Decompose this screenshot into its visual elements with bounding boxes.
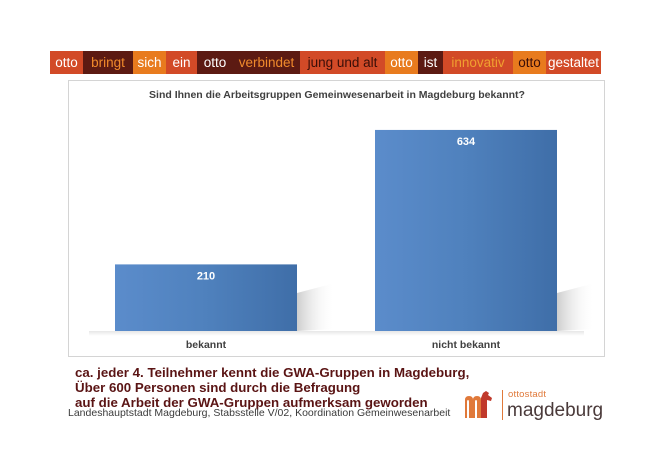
data-label: 634 [457, 136, 476, 148]
chart-floor [89, 331, 584, 336]
slogan-word: jung und alt [300, 51, 385, 74]
footer-credit: Landeshauptstadt Magdeburg, Stabsstelle … [68, 407, 451, 419]
summary-line-3: auf die Arbeit der GWA-Gruppen aufmerksa… [75, 395, 428, 411]
logo-subtitle: ottostadt [508, 389, 547, 400]
logo-wordmark: magdeburg [507, 400, 604, 421]
slogan-word: ist [418, 51, 443, 74]
data-label: 210 [197, 270, 215, 282]
slogan-word: innovativ [443, 51, 513, 74]
category-label: nicht bekannt [432, 339, 501, 351]
slogan-word: otto [50, 51, 83, 74]
slogan-word: otto [197, 51, 233, 74]
slogan-word: otto [513, 51, 546, 74]
chart-title: Sind Ihnen die Arbeitsgruppen Gemeinwese… [149, 89, 525, 101]
summary-line-1: ca. jeder 4. Teilnehmer kennt die GWA-Gr… [75, 365, 470, 380]
category-label: bekannt [186, 339, 227, 351]
bar-chart: Sind Ihnen die Arbeitsgruppen Gemeinwese… [89, 89, 595, 351]
ottostadt-logo: ottostadt magdeburg [462, 388, 604, 424]
slogan-word: bringt [83, 51, 133, 74]
bar-bekannt [115, 264, 297, 331]
slogan-word: ein [166, 51, 197, 74]
summary-line-2: Über 600 Personen sind durch die Befragu… [75, 380, 361, 396]
bar-nicht-bekannt [375, 129, 557, 331]
slogan-word: sich [133, 51, 166, 74]
chart-panel: Sind Ihnen die Arbeitsgruppen Gemeinwese… [68, 80, 605, 357]
slogan-word: verbindet [233, 51, 300, 74]
slogan-word: gestaltet [546, 51, 601, 74]
logo-divider [502, 390, 503, 420]
bar-shadow [297, 283, 335, 331]
horse-logo-icon [465, 391, 492, 418]
slogan-banner: otto bringt sich ein otto verbindet jung und a… [50, 51, 621, 74]
summary-text: ca. jeder 4. Teilnehmer kennt die GWA-Gr… [75, 365, 495, 411]
slogan-word: otto [385, 51, 418, 74]
bar-shadow [557, 283, 595, 331]
